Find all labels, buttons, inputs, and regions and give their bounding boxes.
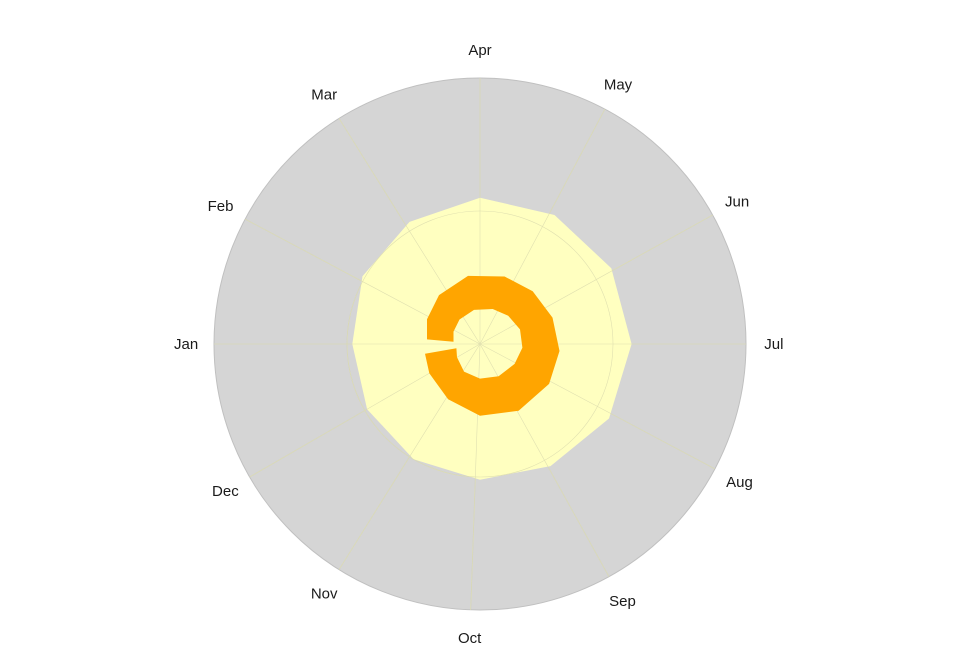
month-label-oct: Oct — [458, 630, 482, 647]
month-label-jul: Jul — [764, 336, 783, 353]
month-label-mar: Mar — [311, 87, 337, 104]
month-label-may: May — [604, 77, 633, 94]
inner-band-area — [425, 275, 560, 416]
month-label-apr: Apr — [468, 42, 491, 59]
month-label-jun: Jun — [725, 194, 749, 211]
month-label-jan: Jan — [174, 336, 198, 353]
grid-ring-overlay — [346, 210, 614, 478]
month-label-nov: Nov — [311, 585, 338, 602]
month-label-layer: Jan Feb Mar Apr May Jun Jul Aug Sep Oct Nov Dec — [174, 42, 783, 647]
month-label-dec: Dec — [212, 483, 239, 500]
outer-band-area — [352, 197, 632, 480]
month-label-feb: Feb — [208, 198, 234, 215]
band-layer — [214, 78, 746, 610]
month-label-aug: Aug — [726, 474, 753, 491]
month-label-sep: Sep — [609, 593, 636, 610]
